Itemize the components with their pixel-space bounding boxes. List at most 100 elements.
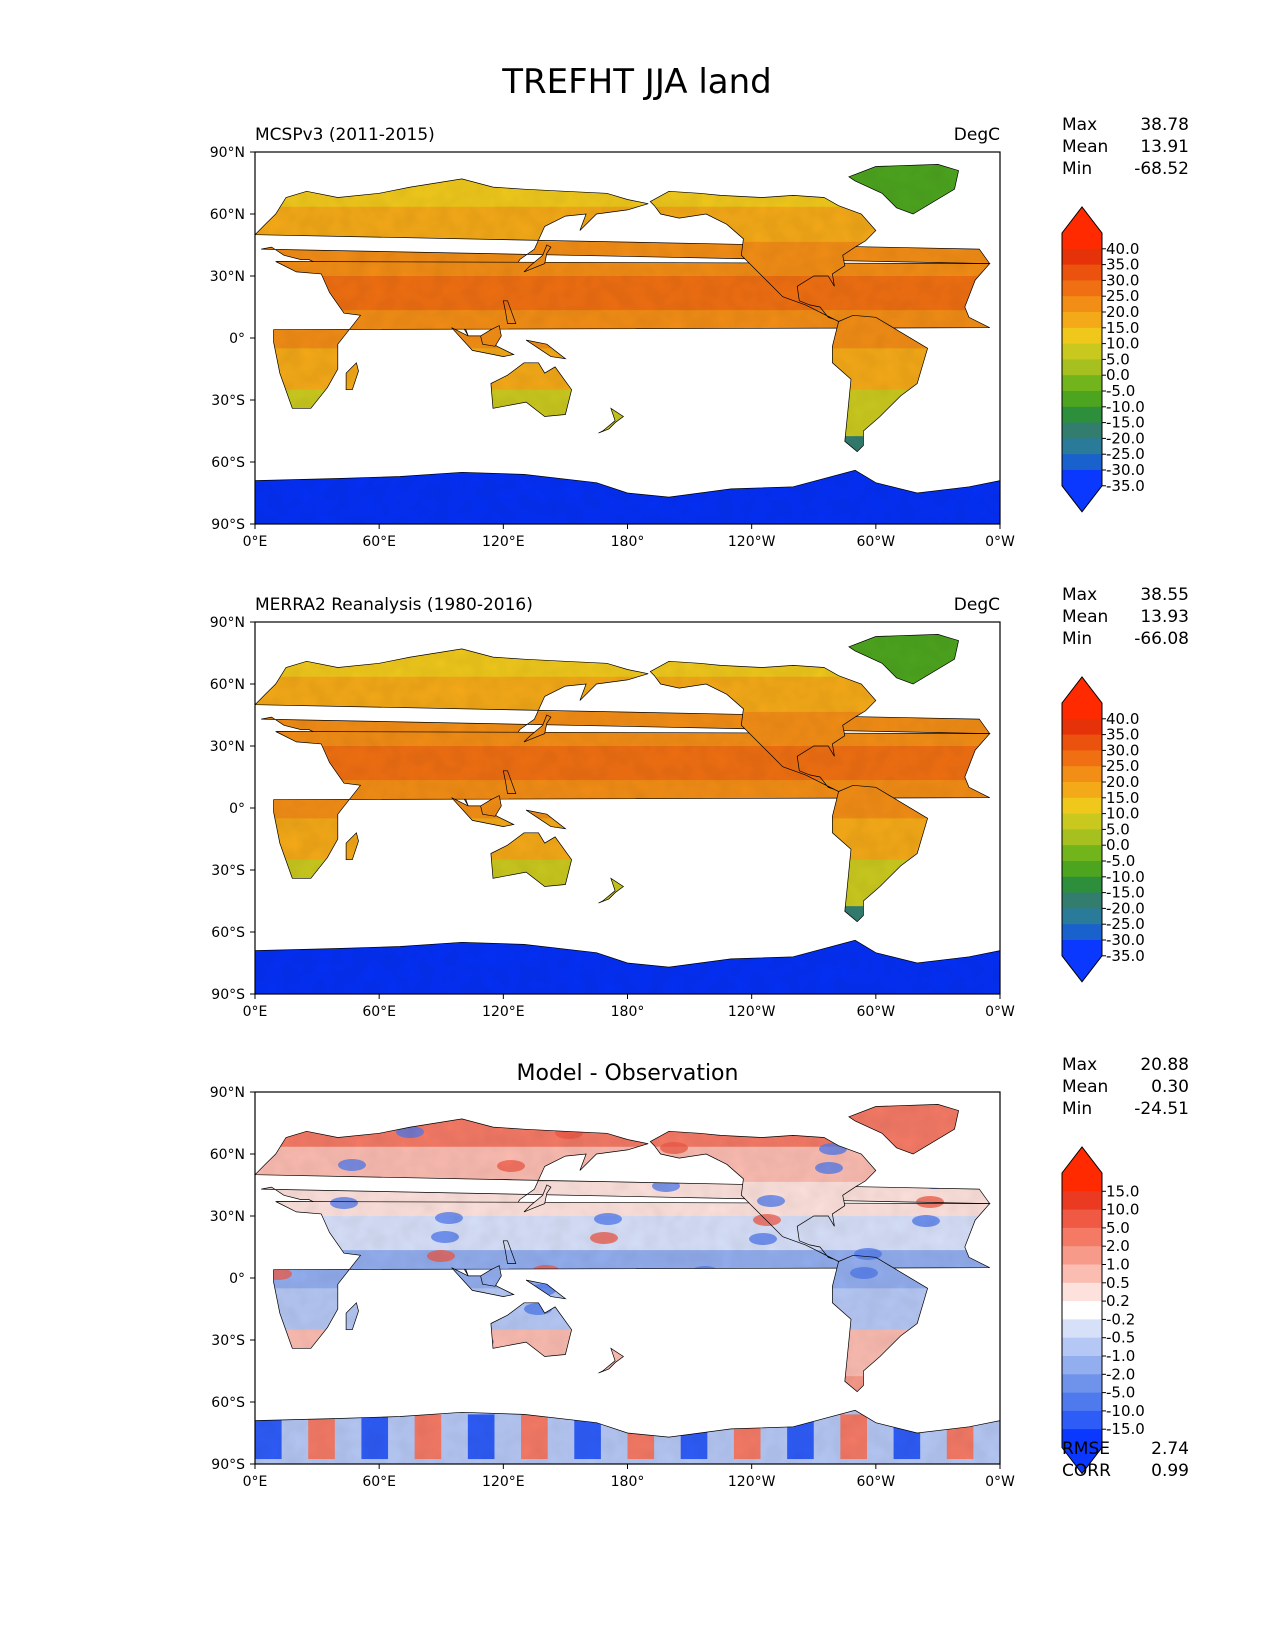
field-blob	[885, 1372, 913, 1384]
colorbar-segment	[1062, 845, 1102, 862]
field-blob	[982, 1125, 1010, 1137]
stat-label: Max	[1062, 1055, 1097, 1075]
field-blob	[299, 1373, 327, 1385]
field-blob	[493, 1179, 521, 1191]
map-panel-3: 0°E 60°E 120°E 180° 120°W 60°W 0°W 90°N 60°N 30°N…	[0, 1055, 1189, 1490]
field-blob	[493, 1179, 521, 1191]
field-blob	[687, 1285, 715, 1297]
field-blob	[369, 1283, 397, 1295]
field-blob	[303, 1354, 331, 1366]
field-blob	[656, 1161, 684, 1173]
colorbar-segment	[1062, 1264, 1102, 1284]
field-blob	[920, 1177, 948, 1189]
field-blob	[951, 1301, 979, 1313]
field-blob	[629, 1318, 657, 1330]
coastline	[0, 1119, 245, 1276]
field-blob	[493, 1179, 521, 1191]
field-blob	[563, 1389, 591, 1401]
y-tick-label: 60°N	[210, 677, 245, 693]
field-blob	[462, 1355, 490, 1367]
field-blob	[400, 1107, 428, 1119]
y-tick-label: 0°	[229, 1271, 245, 1287]
x-tick-label: 60°W	[856, 1474, 895, 1490]
field-blob	[982, 1125, 1010, 1137]
field-blob	[920, 1177, 948, 1189]
field-blob	[784, 1338, 812, 1350]
field-blob	[718, 1109, 746, 1121]
field-blob	[722, 1390, 750, 1402]
field-blob	[268, 1249, 296, 1261]
field-blob	[369, 1283, 397, 1295]
coastline	[832, 1254, 929, 1393]
field-blob	[462, 1355, 490, 1367]
y-tick-label: 30°N	[210, 739, 245, 755]
stat-value: 13.91	[1140, 137, 1189, 157]
colorbar-label: 0.5	[1106, 1274, 1130, 1292]
field-blob	[629, 1318, 657, 1330]
field-blob	[823, 1124, 851, 1136]
field-blob	[784, 1338, 812, 1349]
field-blob	[563, 1389, 591, 1401]
colorbar-label: 5.0	[1106, 350, 1130, 368]
field-blob	[718, 1109, 746, 1121]
field-blob	[493, 1179, 521, 1191]
field-blob	[299, 1373, 327, 1385]
stat-label: Min	[1062, 629, 1092, 649]
stat-label: Min	[1062, 159, 1092, 179]
field-blob	[299, 1373, 327, 1385]
field-blob	[466, 1336, 494, 1348]
field-blob	[656, 1161, 684, 1173]
y-tick-label: 60°N	[210, 207, 245, 223]
field-blob	[788, 1319, 816, 1331]
coastline	[273, 261, 991, 409]
field-blob	[493, 1179, 521, 1191]
coastline	[255, 939, 1000, 994]
field-blob	[493, 1179, 521, 1191]
field-blob	[625, 1337, 653, 1349]
field-blob	[621, 1356, 649, 1368]
field-blob	[982, 1125, 1010, 1137]
stat-value: -68.52	[1134, 159, 1189, 179]
coastline	[451, 797, 515, 827]
colorbar-label: 0.2	[1106, 1292, 1130, 1310]
field-blob	[885, 1372, 913, 1384]
field-blob	[625, 1337, 653, 1349]
coastline	[525, 339, 567, 360]
field-blob	[823, 1124, 851, 1136]
figure-title: TREFHT JJA land	[501, 62, 772, 102]
field-blob	[951, 1301, 979, 1313]
field-blob	[978, 1144, 1006, 1156]
field-blob	[718, 1109, 746, 1121]
field-blob	[629, 1318, 657, 1330]
field-blob	[625, 1337, 653, 1349]
coastline	[523, 1184, 552, 1213]
coastline	[255, 469, 1000, 524]
field-blob	[920, 1177, 948, 1189]
coastline	[598, 1347, 625, 1374]
panel-units: DegC	[954, 595, 1000, 615]
field-blob	[823, 1124, 851, 1136]
field-blob	[625, 1337, 653, 1349]
field-blob	[559, 1108, 587, 1120]
field-blob	[559, 1108, 587, 1120]
field-blob	[361, 1321, 389, 1333]
field-blob	[951, 1301, 979, 1313]
field-blob	[563, 1389, 591, 1401]
y-tick-label: 60°S	[211, 455, 245, 471]
field-blob	[726, 1371, 754, 1383]
field-blob	[726, 1371, 754, 1383]
field-blob	[466, 1336, 494, 1348]
field-blob	[629, 1318, 657, 1330]
field-blob	[361, 1321, 389, 1333]
field-blob	[268, 1249, 296, 1261]
x-tick-label: 0°E	[243, 1004, 268, 1020]
field-blob	[365, 1302, 393, 1314]
field-blob	[268, 1249, 296, 1261]
field-blob	[621, 1356, 649, 1368]
field-blob	[788, 1319, 816, 1331]
field-blob	[272, 1230, 300, 1242]
field-blob	[272, 1230, 300, 1242]
field-blob	[951, 1301, 979, 1313]
coastline	[273, 731, 991, 879]
colorbar-label: -35.0	[1106, 477, 1145, 495]
